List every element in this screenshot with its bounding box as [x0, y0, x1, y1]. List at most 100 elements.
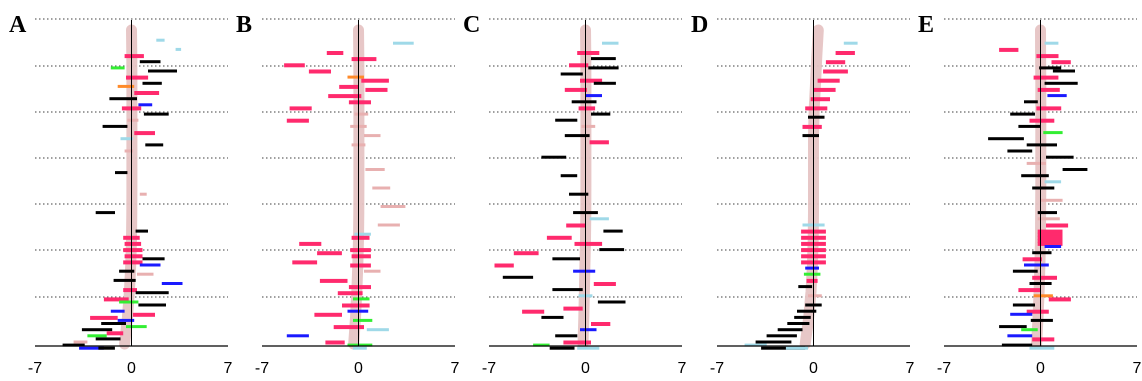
data-bar — [1029, 346, 1055, 350]
data-bar — [126, 75, 149, 80]
data-bar — [1047, 94, 1067, 98]
data-bar — [317, 251, 342, 256]
data-bar — [1032, 275, 1057, 280]
data-bar — [806, 278, 818, 283]
data-bar — [1037, 238, 1063, 243]
data-bar — [1040, 198, 1063, 202]
data-bar — [351, 235, 370, 240]
data-bar — [139, 60, 161, 64]
data-bar — [785, 346, 808, 350]
data-bar — [347, 309, 369, 313]
data-bar — [102, 124, 128, 128]
data-bar — [380, 205, 406, 208]
data-bar — [1037, 211, 1057, 215]
data-bar — [794, 315, 811, 319]
data-bar — [552, 288, 583, 292]
data-bar — [988, 137, 1024, 141]
data-bar — [62, 343, 85, 347]
data-bar — [1033, 75, 1059, 80]
x-tick-label: 7 — [1133, 360, 1142, 377]
data-bar — [124, 54, 144, 59]
data-bar — [602, 41, 619, 45]
data-bar — [502, 275, 534, 279]
data-bar — [808, 294, 822, 298]
data-bar — [138, 103, 153, 107]
data-bar — [299, 241, 322, 246]
data-bar — [119, 269, 135, 273]
data-bar — [138, 303, 166, 307]
data-bar — [555, 118, 578, 122]
data-bar — [364, 134, 381, 138]
panel-label: B — [236, 12, 252, 38]
data-bar — [132, 312, 155, 317]
data-bar — [755, 340, 792, 344]
data-bar — [569, 63, 589, 68]
data-bar — [555, 334, 578, 338]
data-bar — [577, 346, 600, 350]
data-bar — [145, 143, 164, 147]
data-bar — [161, 282, 183, 285]
data-bar — [393, 41, 414, 45]
data-bar — [560, 72, 583, 76]
x-tick-label: 0 — [1036, 360, 1045, 377]
data-bar — [127, 118, 139, 122]
data-bar — [134, 91, 160, 95]
data-bar — [1044, 81, 1078, 85]
data-bar — [342, 303, 370, 308]
data-bar — [354, 232, 371, 236]
data-bar — [337, 291, 363, 296]
data-bar — [319, 278, 348, 283]
data-bar — [564, 87, 587, 92]
panel-a: -7 0 7 A — [9, 12, 233, 377]
x-tick-label: 0 — [127, 360, 136, 377]
data-bar — [348, 285, 371, 290]
data-bar — [124, 241, 142, 246]
data-bar — [569, 192, 589, 196]
data-bar — [124, 254, 143, 259]
panel-b: -7 0 7 B — [236, 12, 460, 377]
data-bar — [589, 217, 609, 221]
data-bar — [1032, 337, 1055, 342]
data-bar — [372, 186, 391, 190]
data-bar — [1046, 155, 1074, 159]
data-bar — [365, 87, 388, 92]
data-bar — [119, 300, 139, 304]
data-bar — [73, 340, 88, 344]
data-bar — [137, 272, 154, 276]
data-bar — [1044, 180, 1062, 184]
data-bar — [95, 337, 121, 341]
data-bar — [591, 112, 611, 116]
data-bar — [593, 282, 616, 286]
data-bar — [135, 229, 148, 233]
data-bar — [1043, 131, 1063, 135]
data-bar — [1051, 60, 1071, 65]
data-bar — [350, 248, 371, 253]
data-bar — [513, 251, 539, 256]
data-bar — [573, 269, 596, 273]
data-bar — [533, 343, 550, 347]
x-tick-label: -7 — [28, 360, 42, 377]
data-bar — [1037, 235, 1063, 240]
data-bar — [365, 168, 385, 171]
data-bar — [90, 315, 118, 320]
panel-e: -7 0 7 E — [918, 12, 1142, 377]
data-bar — [552, 257, 580, 261]
panel-c: -7 0 7 C — [463, 12, 687, 377]
data-bar — [1037, 232, 1063, 237]
data-bar — [1048, 297, 1071, 302]
data-bar — [797, 309, 817, 313]
data-bar — [808, 115, 825, 119]
panel-label: D — [691, 12, 708, 38]
data-bar — [1018, 124, 1041, 128]
data-bar — [101, 322, 126, 325]
data-bar — [377, 223, 400, 227]
data-bar — [494, 263, 514, 268]
data-bar — [823, 69, 848, 74]
data-bar — [1037, 229, 1063, 234]
data-bar — [1022, 257, 1042, 262]
panel-label: E — [918, 12, 934, 38]
data-bar — [1046, 223, 1069, 228]
data-bar — [109, 97, 137, 101]
data-bar — [843, 41, 858, 45]
